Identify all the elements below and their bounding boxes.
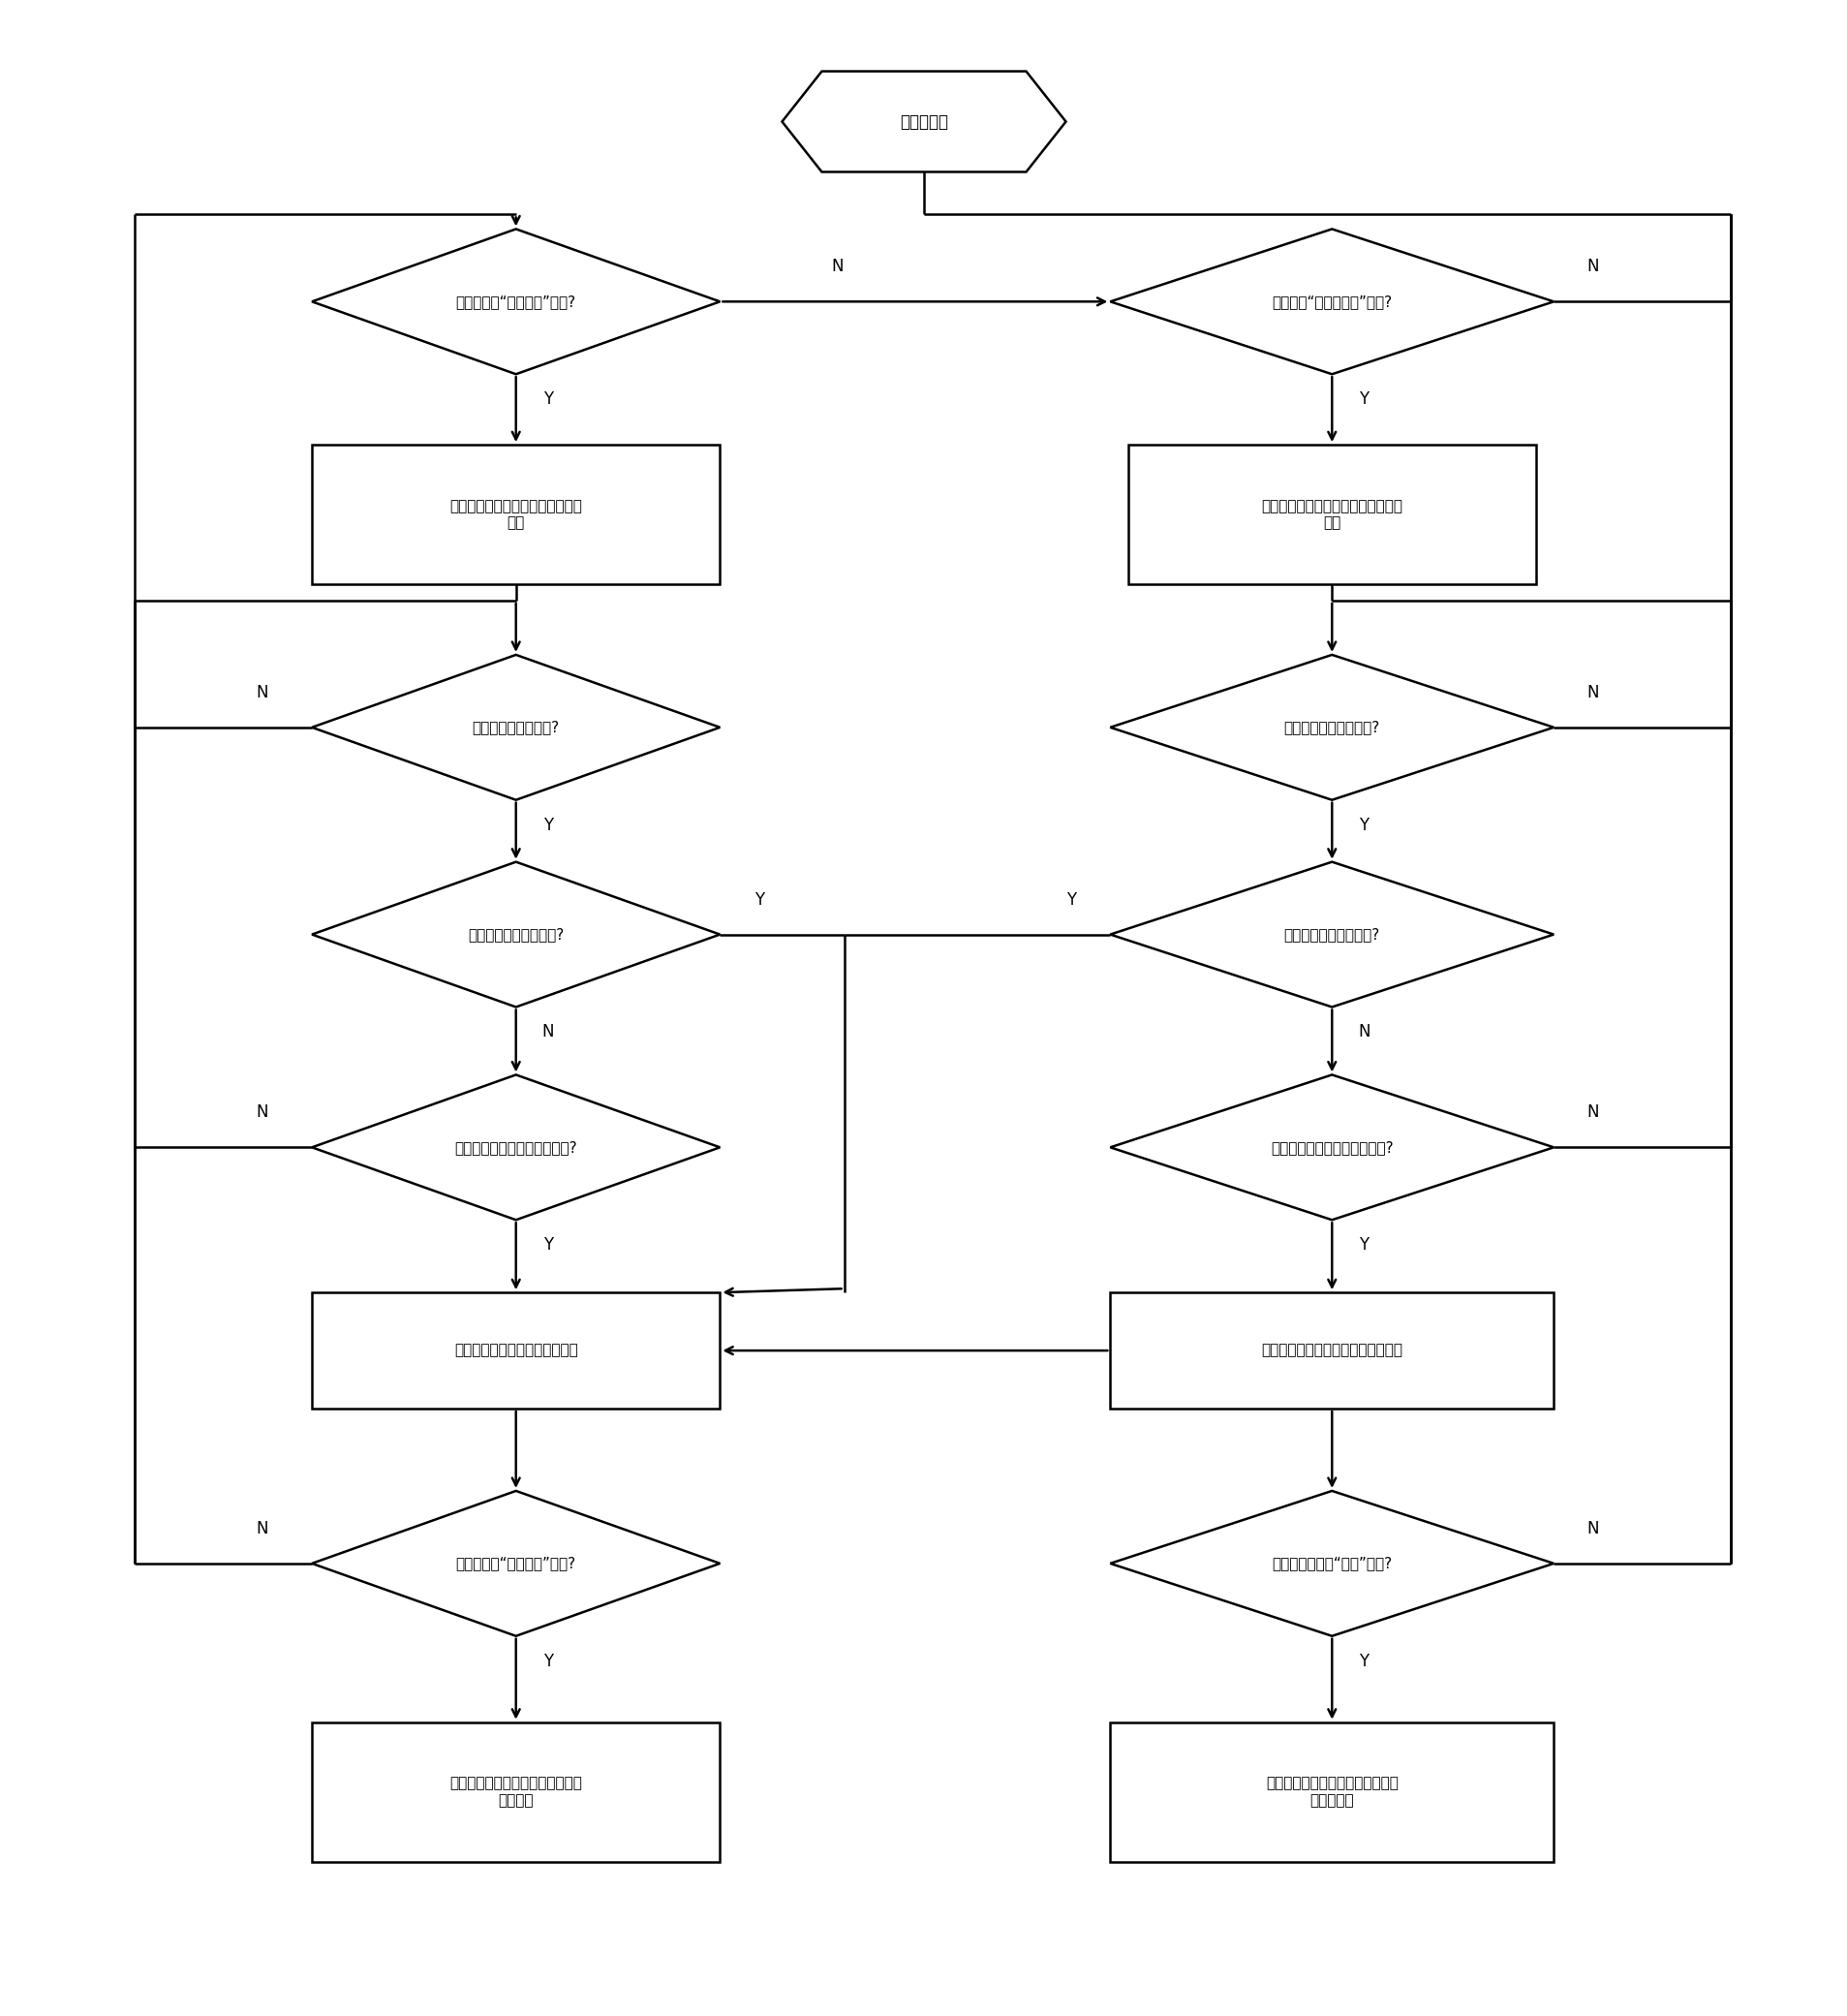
Text: 向被测光电分系统发送系统级检测
指令: 向被测光电分系统发送系统级检测 指令 [449, 498, 582, 530]
Text: N: N [1587, 258, 1598, 276]
Text: 与上帧数据比对，数据有变化?: 与上帧数据比对，数据有变化? [454, 1141, 576, 1155]
Text: N: N [831, 258, 842, 276]
Text: 与上帧数据比对，数据有变化?: 与上帧数据比对，数据有变化? [1271, 1141, 1393, 1155]
Text: Y: Y [1358, 1653, 1369, 1669]
Polygon shape [312, 655, 720, 800]
Text: Y: Y [543, 1653, 552, 1669]
Bar [312, 446, 720, 585]
Bar [1110, 1292, 1553, 1409]
Text: 收到主界面“开始检测”指令?: 收到主界面“开始检测”指令? [456, 294, 576, 308]
Text: N: N [257, 1520, 268, 1538]
Text: 收到系统级检测数据?: 收到系统级检测数据? [473, 720, 560, 734]
Text: Y: Y [543, 816, 552, 835]
Text: 翻译数据代码，送往主界面显示: 翻译数据代码，送往主界面显示 [454, 1343, 578, 1359]
Text: 上电初始化: 上电初始化 [899, 113, 948, 131]
Polygon shape [1110, 863, 1553, 1008]
Text: Y: Y [1358, 391, 1369, 407]
Text: 向被测光电分系统发送系统级停止
检测指令: 向被测光电分系统发送系统级停止 检测指令 [449, 1776, 582, 1808]
Polygon shape [1110, 1492, 1553, 1637]
Polygon shape [312, 863, 720, 1008]
Text: N: N [257, 1105, 268, 1121]
Text: N: N [1587, 1520, 1598, 1538]
Text: Y: Y [754, 891, 763, 909]
Text: N: N [1358, 1024, 1369, 1040]
Text: Y: Y [543, 391, 552, 407]
Text: 翻译数据代码，送往相应子界面显示: 翻译数据代码，送往相应子界面显示 [1262, 1343, 1402, 1359]
Text: 收到相应子界面“返回”指令?: 收到相应子界面“返回”指令? [1271, 1556, 1391, 1570]
Polygon shape [781, 71, 1066, 171]
Text: 收到相应“分屏子界面”指令?: 收到相应“分屏子界面”指令? [1271, 294, 1391, 308]
Text: Y: Y [543, 1236, 552, 1254]
Text: Y: Y [1358, 816, 1369, 835]
Text: N: N [541, 1024, 554, 1040]
Text: N: N [257, 683, 268, 702]
Polygon shape [1110, 230, 1553, 375]
Text: 收到主界面“停止检测”指令?: 收到主界面“停止检测”指令? [456, 1556, 576, 1570]
Bar [312, 1722, 720, 1861]
Text: Y: Y [1358, 1236, 1369, 1254]
Bar [1127, 446, 1535, 585]
Polygon shape [312, 230, 720, 375]
Polygon shape [1110, 1075, 1553, 1220]
Polygon shape [1110, 655, 1553, 800]
Polygon shape [312, 1492, 720, 1637]
Text: N: N [1587, 1105, 1598, 1121]
Text: 读取数据，是首帧数据?: 读取数据，是首帧数据? [1284, 927, 1380, 941]
Polygon shape [312, 1075, 720, 1220]
Text: 向被测光电分系统发送相应部件检测
指令: 向被测光电分系统发送相应部件检测 指令 [1262, 498, 1402, 530]
Text: 读取数据，是首帧数据?: 读取数据，是首帧数据? [467, 927, 563, 941]
Text: N: N [1587, 683, 1598, 702]
Text: Y: Y [1066, 891, 1075, 909]
Text: 向被测光电分系统发送相应部件停
止检测指令: 向被测光电分系统发送相应部件停 止检测指令 [1265, 1776, 1398, 1808]
Text: 收到相应部件检测数据?: 收到相应部件检测数据? [1284, 720, 1380, 734]
Bar [312, 1292, 720, 1409]
Bar [1110, 1722, 1553, 1861]
